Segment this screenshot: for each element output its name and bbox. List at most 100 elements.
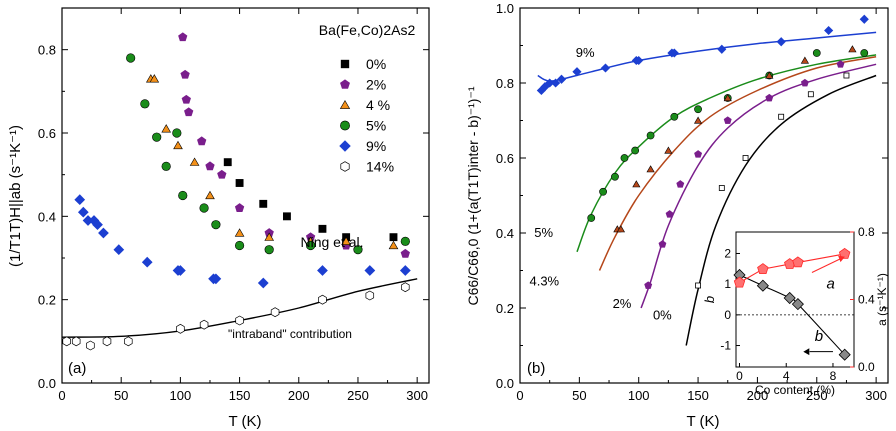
- panel-a-point-circle: [199, 203, 209, 213]
- panel-b-point-circle: [620, 154, 629, 162]
- panel-b-xlabel: T (K): [686, 413, 719, 430]
- panel-a-point-hexagon: [235, 315, 244, 326]
- inset-a-label: a: [826, 276, 834, 293]
- panel-a-x-tick-label: 50: [114, 388, 128, 403]
- panel-a-x-tick-label: 0: [58, 388, 65, 403]
- panel-b-point-triangle: [765, 71, 774, 79]
- panel-a-xlabel: T (K): [228, 413, 261, 430]
- panel-a-point-diamond: [317, 265, 328, 276]
- panel-a-point-triangle: [161, 124, 172, 133]
- legend-label: 4 %: [366, 97, 390, 113]
- inset-b-arrowhead: [803, 348, 810, 356]
- panel-a-point-pentagon: [234, 203, 245, 212]
- panel-a-y-tick-label: 0.8: [38, 43, 56, 58]
- panel-a-point-pentagon: [400, 248, 410, 258]
- panel-a-point-circle: [140, 99, 150, 109]
- panel-a-point-circle: [353, 245, 363, 255]
- panel-a-point-diamond: [257, 277, 269, 289]
- panel-a-point-square: [235, 179, 244, 187]
- panel-a-point-square: [223, 158, 232, 167]
- panel-b-point-open-square: [718, 185, 725, 191]
- legend-label: 14%: [366, 159, 394, 175]
- panel-a-point-diamond: [210, 273, 222, 285]
- panel-b-y-tick-label: 0.4: [496, 226, 514, 241]
- series-label: 9%: [576, 45, 595, 60]
- panel-b-point-diamond: [776, 37, 786, 47]
- panel-b-point-pentagon: [723, 116, 732, 124]
- panel-b-point-circle: [812, 49, 821, 57]
- legend-marker-hexagon: [340, 161, 350, 172]
- panel-a-point-circle: [264, 245, 274, 255]
- panel-b-point-pentagon: [665, 210, 674, 218]
- panel-a-point-hexagon: [176, 323, 185, 334]
- panel-b-point-circle: [646, 131, 655, 140]
- panel-a-label: (a): [68, 360, 86, 377]
- panel-a-point-circle: [152, 132, 162, 142]
- legend-marker-circle: [340, 120, 350, 131]
- panel-a-point-circle: [178, 190, 188, 201]
- panel-b-point-circle: [599, 187, 607, 196]
- panel-b-point-triangle: [848, 45, 857, 53]
- panel-b-point-triangle: [664, 146, 673, 154]
- panel-a-point-circle: [211, 220, 221, 230]
- panel-a-point-pentagon: [197, 136, 207, 146]
- panel-b-point-diamond: [556, 74, 567, 84]
- panel-a-point-diamond: [74, 194, 86, 206]
- panel-a-point-diamond: [364, 265, 376, 276]
- legend-marker-pentagon: [340, 79, 350, 89]
- panel-b-label: (b): [527, 360, 545, 377]
- panel-b-point-pentagon: [800, 78, 809, 87]
- panel-a-point-hexagon: [124, 336, 133, 347]
- panel-a-point-triangle: [173, 140, 183, 150]
- panel-b-point-circle: [670, 112, 679, 121]
- panel-b-x-tick-label: 150: [687, 388, 709, 403]
- panel-a-point-pentagon: [180, 69, 190, 79]
- inset-b-point: [838, 348, 851, 361]
- panel-a-point-square: [259, 199, 268, 208]
- legend-label: 5%: [366, 118, 386, 134]
- panel-b-point-pentagon: [765, 93, 774, 102]
- legend-label: 2%: [366, 77, 386, 93]
- panel-b-curve: [598, 56, 877, 271]
- legend-marker-diamond: [339, 140, 351, 152]
- panel-a-x-tick-label: 150: [229, 388, 251, 403]
- panel-a-legend: Ba(Fe,Co)2As2 0% 2% 4 % 5% 9% 14%: [319, 22, 416, 175]
- panel-b-point-circle: [694, 105, 702, 114]
- panel-a-point-hexagon: [318, 294, 327, 305]
- panel-a-frame: [61, 7, 430, 384]
- inset-y-tick-label-left: 1: [724, 277, 731, 291]
- panel-b-point-pentagon: [644, 281, 653, 289]
- panel-a-point-pentagon: [181, 94, 191, 104]
- panel-b-point-open-square: [695, 282, 701, 289]
- panel-b-point-triangle: [693, 116, 703, 124]
- panel-a-point-diamond: [141, 256, 153, 268]
- panel-a-x-tick-label: 300: [406, 388, 428, 403]
- panel-b-point-diamond: [669, 48, 679, 58]
- panel-a-point-triangle: [149, 74, 160, 83]
- panel-a-point-pentagon: [217, 169, 227, 179]
- panel-a-point-pentagon: [184, 107, 194, 117]
- panel-b-point-diamond: [551, 78, 561, 88]
- inset-a-point: [792, 256, 804, 268]
- panel-a-point-diamond: [174, 265, 186, 276]
- panel-a-citation: Ning et al.: [300, 234, 363, 250]
- panel-a-point-hexagon: [86, 340, 95, 351]
- panel-b-point-open-square: [807, 91, 814, 98]
- panel-a-point-hexagon: [270, 307, 280, 318]
- panel-b-point-open-square: [742, 155, 749, 161]
- panel-b-point-open-square: [778, 113, 785, 120]
- panel-a-point-triangle: [264, 232, 275, 241]
- panel-b-y-tick-label: 0.2: [496, 301, 514, 316]
- panel-b-y-tick-label: 0.6: [496, 151, 514, 166]
- panel-b-curve: [685, 74, 877, 346]
- panel-b-point-circle: [860, 49, 869, 57]
- panel-a-x-tick-label: 250: [347, 388, 369, 403]
- panel-a-point-hexagon: [71, 336, 81, 347]
- panel-b-ylabel: C66/C66,0 (1+(a(T1T)inter - b)⁻¹)⁻¹: [465, 86, 481, 305]
- panel-b-point-triangle: [632, 180, 641, 188]
- panel-b-point-diamond: [859, 14, 869, 24]
- panel-b-x-tick-label: 100: [628, 388, 650, 403]
- panel-b-series-labels: 9% 5% 4.3% 2% 0%: [529, 45, 672, 323]
